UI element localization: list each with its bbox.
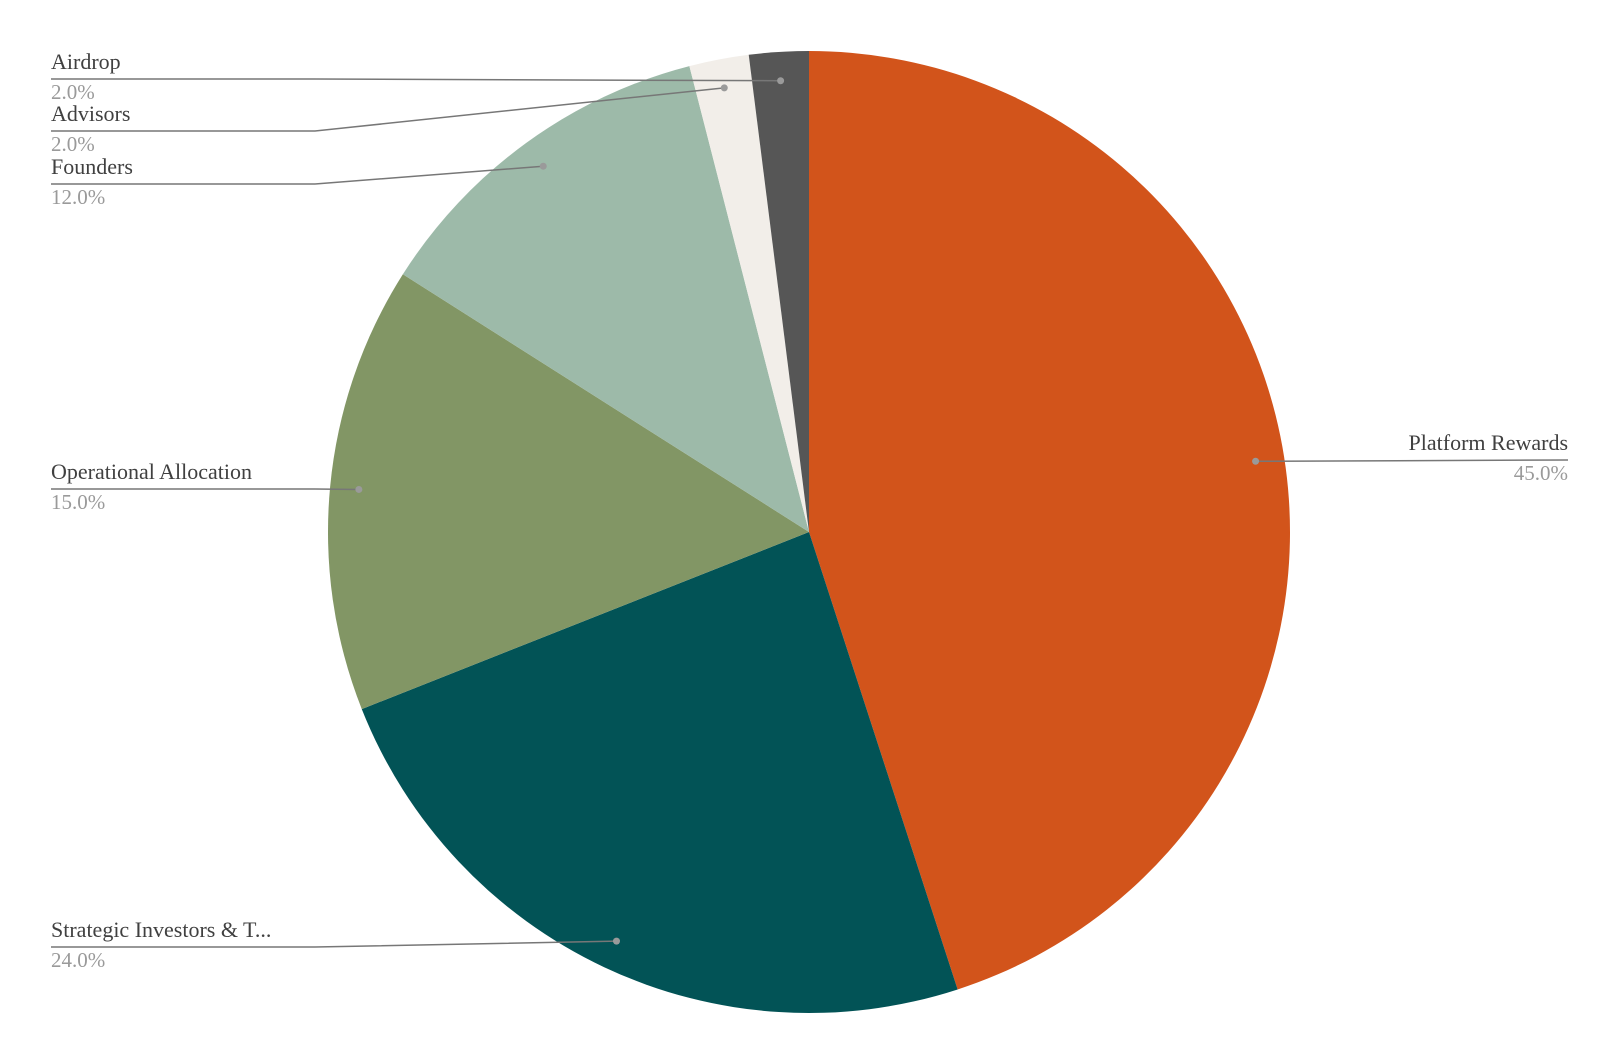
leader-dot <box>612 937 620 945</box>
slice-label: Platform Rewards <box>1409 430 1568 455</box>
pie-slice <box>327 274 809 710</box>
slice-label: Strategic Investors & T... <box>51 917 271 942</box>
slice-value-label: 24.0% <box>51 948 105 972</box>
leader-line <box>51 78 781 82</box>
leader-line <box>51 87 725 132</box>
leader-dot <box>355 485 363 493</box>
pie-slice <box>809 51 1290 990</box>
slice-label: Operational Allocation <box>51 459 252 484</box>
leader-dot <box>1252 457 1260 465</box>
leader-dot <box>777 77 785 85</box>
slice-value-label: 15.0% <box>51 490 105 514</box>
leader-line <box>51 165 544 185</box>
slice-value-label: 2.0% <box>51 132 95 156</box>
leader-line <box>51 940 617 948</box>
pie-slice <box>361 532 958 1014</box>
pie-slice <box>689 54 809 533</box>
leader-dot <box>720 84 728 92</box>
slice-value-label: 2.0% <box>51 80 95 104</box>
slice-value-label: 45.0% <box>1514 461 1568 485</box>
leader-line <box>1255 459 1569 463</box>
pie-slice <box>748 51 809 532</box>
slice-label: Advisors <box>51 101 130 126</box>
pie-slice <box>402 66 809 532</box>
slice-label: Airdrop <box>51 49 121 74</box>
slice-value-label: 12.0% <box>51 185 105 209</box>
slice-label: Founders <box>51 154 133 179</box>
leader-dot <box>539 162 547 170</box>
